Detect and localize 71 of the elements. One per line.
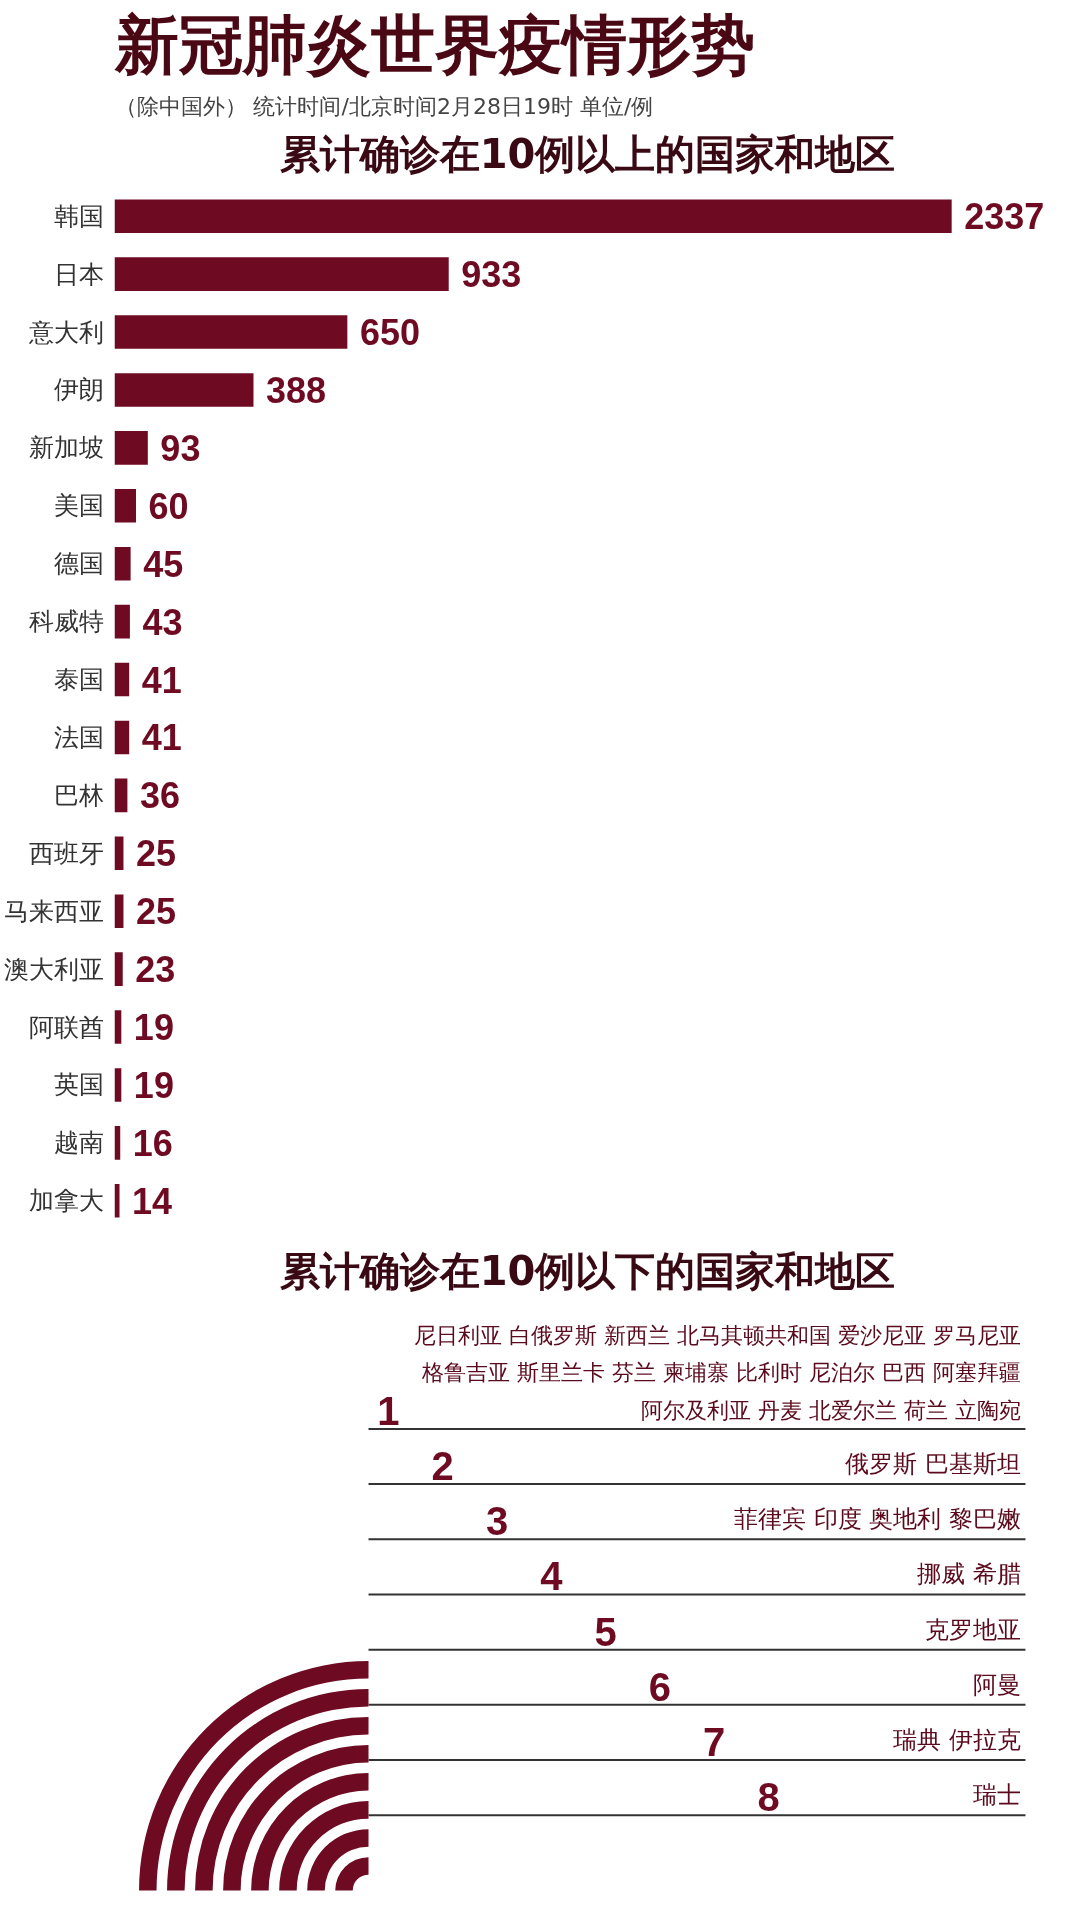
data-label: 650 [359,312,420,354]
data-label: 4 [540,1554,564,1599]
y-tick-label: 马来西亚 [3,896,104,926]
bar [114,489,136,523]
y-tick-label: 日本 [53,259,104,289]
bar [114,373,254,407]
data-label: 41 [141,717,182,759]
bar [114,546,131,581]
data-label: 41 [141,659,182,701]
data-label: 60 [148,485,189,527]
data-label: 16 [132,1122,173,1164]
data-label: 19 [133,1064,174,1106]
text: 累计确诊在10例以下的国家和地区 [279,1247,896,1294]
category-label: 尼日利亚 白俄罗斯 新西兰 北马其顿共和国 爱沙尼亚 罗马尼亚格鲁吉亚 斯里兰卡 芬兰 柬埔寨 比利时 尼泊尔 巴西 阿塞拜疆阿尔及利亚 丹麦 北爱尔兰 荷兰 立陶宛 [414,1322,1022,1423]
data-label: 1 [377,1388,400,1433]
data-label: 43 [142,601,183,643]
bar [114,315,348,349]
data-label: 5 [594,1609,617,1654]
category-label: 克罗地亚 [925,1615,1022,1644]
category-label: 挪威 希腊 [917,1560,1022,1589]
category-label: 瑞士 [973,1781,1022,1810]
y-tick-label: 加拿大 [28,1186,104,1216]
y-tick-label: 德国 [53,549,104,579]
y-tick-label: 阿联酋 [28,1012,104,1042]
y-tick-label: 澳大利亚 [3,954,104,984]
data-label: 7 [703,1720,726,1765]
chart-title: 新冠肺炎世界疫情形势 [113,7,755,82]
category-label: 瑞典 伊拉克 [893,1726,1022,1755]
y-tick-label: 意大利 [27,317,104,347]
bar [114,1183,120,1218]
data-label: 3 [485,1499,509,1544]
data-label: 8 [757,1775,780,1820]
bar [114,662,130,697]
category-label: 俄罗斯 巴基斯坦 [845,1450,1022,1479]
bar [114,604,130,639]
bar [114,894,124,928]
y-tick-label: 泰国 [53,665,104,695]
y-tick-label: 韩国 [53,201,104,231]
bar [114,431,148,465]
text: 累计确诊在10例以上的国家和地区 [279,130,896,177]
bar [114,720,130,755]
data-label: 19 [133,1007,174,1049]
data-label: 93 [160,427,201,469]
category-label: 阿曼 [973,1670,1022,1699]
y-tick-label: 科威特 [28,607,104,637]
data-label: 14 [132,1180,173,1222]
data-label: 36 [139,775,180,817]
y-tick-label: 西班牙 [28,838,104,868]
data-label: 6 [648,1664,672,1709]
data-label: 933 [461,254,522,296]
bar [114,199,952,234]
y-tick-label: 越南 [53,1128,104,1158]
y-tick-label: 法国 [53,722,104,752]
data-label: 2337 [964,196,1045,238]
data-label: 45 [143,543,184,585]
bar [114,952,123,986]
y-tick-label: 巴林 [53,780,104,810]
y-tick-label: 新加坡 [28,433,104,463]
bar [114,836,124,871]
bar [114,778,128,813]
data-label: 25 [136,891,177,933]
text: （除中国外） 统计时间/北京时间2月28日19时 单位/例 [114,93,654,119]
data-label: 2 [431,1444,454,1489]
y-tick-label: 英国 [53,1070,104,1100]
category-label: 菲律宾 印度 奥地利 黎巴嫩 [734,1505,1022,1534]
data-label: 25 [136,833,177,875]
y-tick-label: 美国 [53,491,104,521]
data-label: 388 [266,369,327,411]
data-label: 23 [135,949,176,991]
y-tick-label: 伊朗 [53,375,104,405]
bar [114,257,449,291]
